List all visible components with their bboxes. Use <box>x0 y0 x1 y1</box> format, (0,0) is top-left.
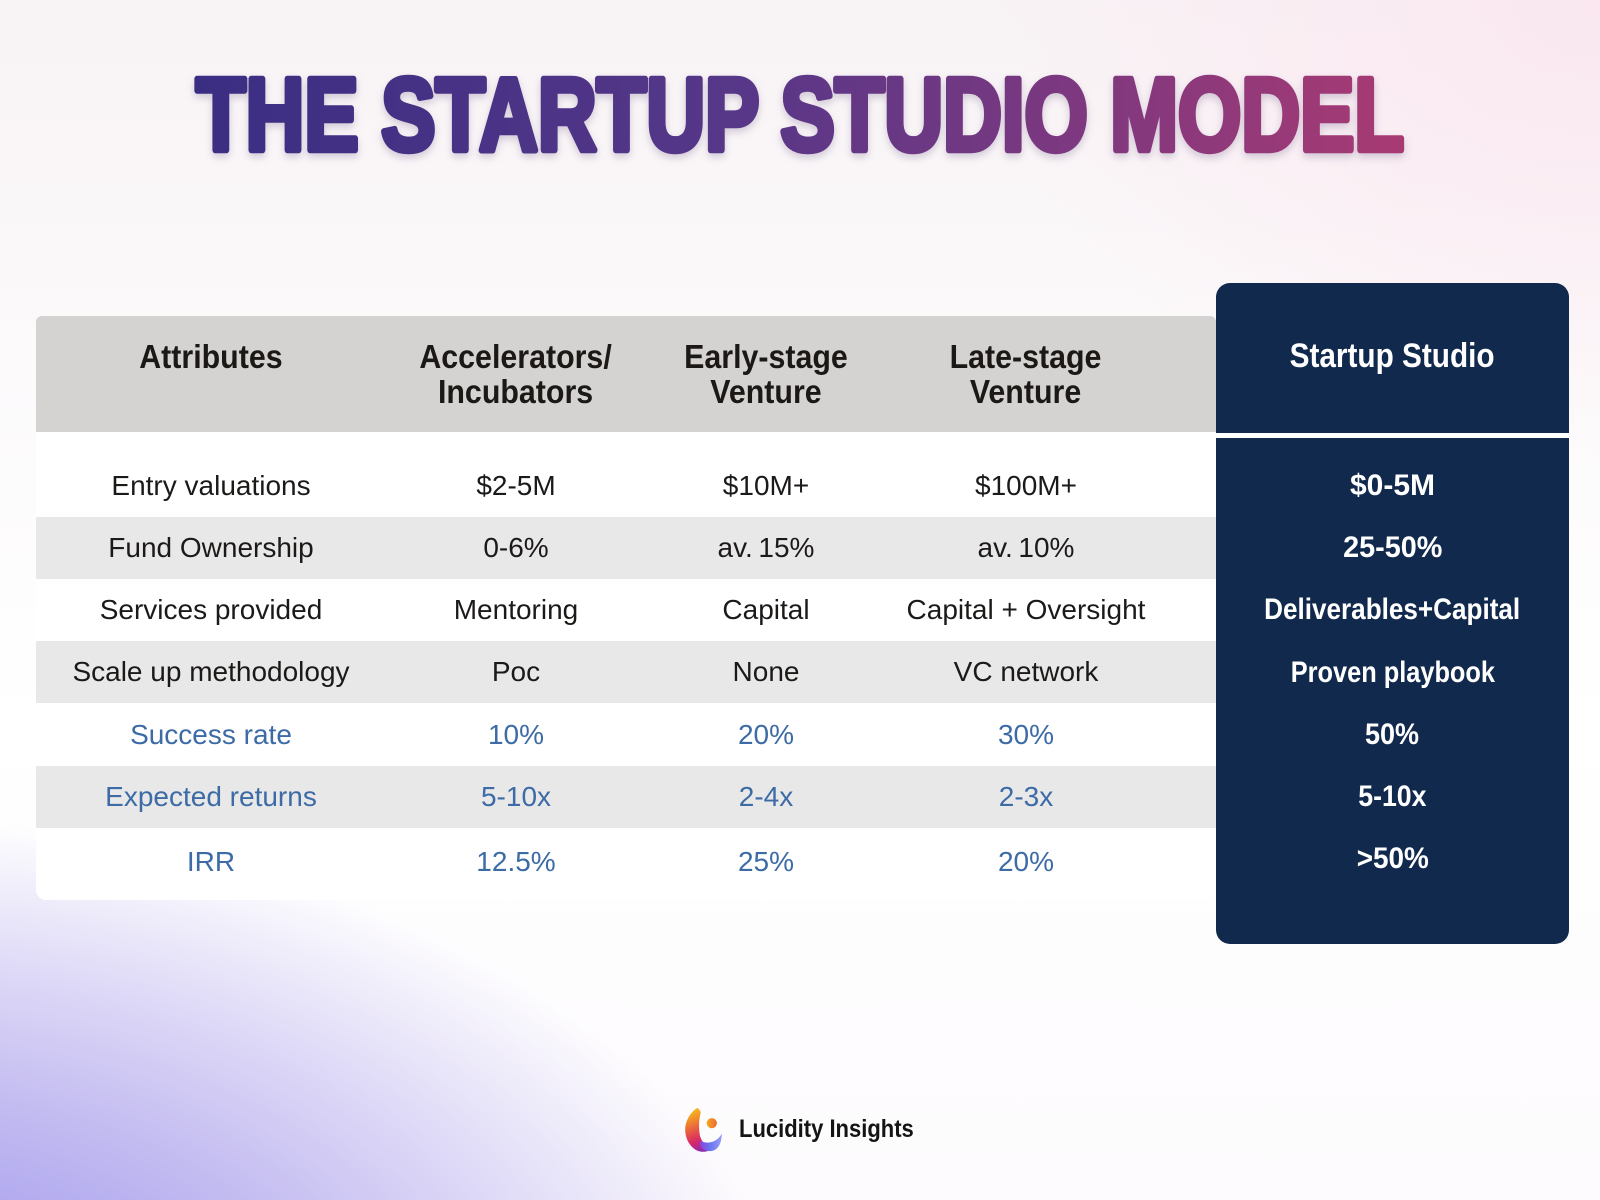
svg-text:THE STARTUP STUDIO MODEL: THE STARTUP STUDIO MODEL <box>196 57 1404 172</box>
